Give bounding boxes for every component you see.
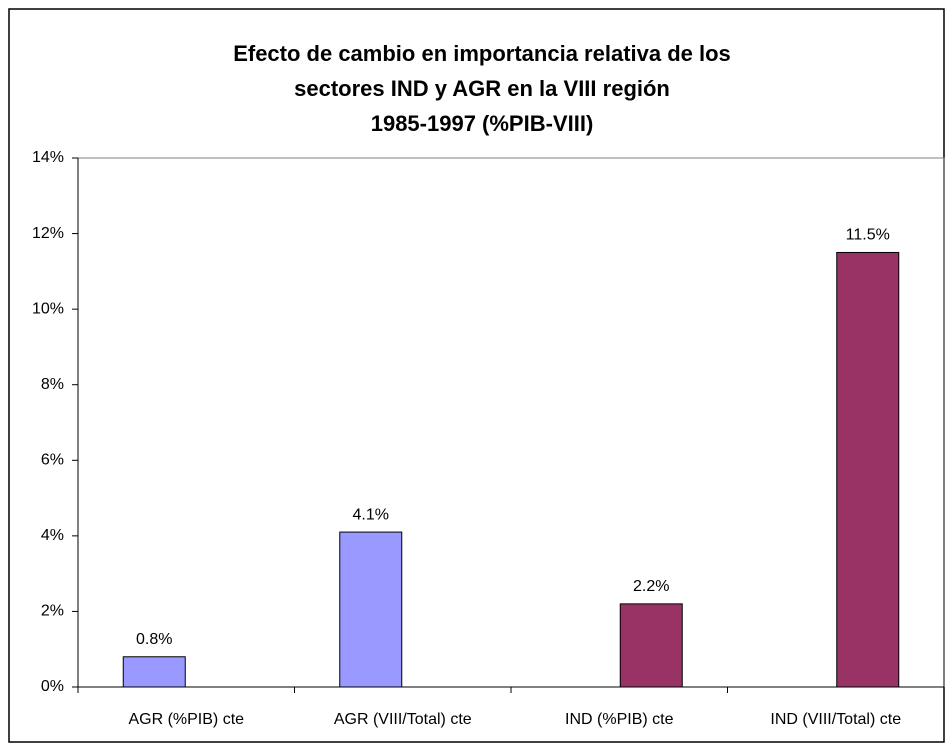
y-tick-label: 4% bbox=[41, 527, 64, 544]
bar bbox=[619, 603, 683, 688]
value-label: 11.5% bbox=[846, 227, 890, 244]
value-label: 4.1% bbox=[353, 506, 389, 523]
bar bbox=[122, 656, 186, 688]
y-tick-label: 8% bbox=[41, 376, 64, 393]
value-label: 2.2% bbox=[633, 578, 669, 595]
x-tick-label: AGR (VIII/Total) cte bbox=[334, 711, 472, 728]
y-tick-label: 10% bbox=[32, 300, 64, 317]
x-tick-label: IND (VIII/Total) cte bbox=[770, 711, 901, 728]
y-tick-label: 14% bbox=[32, 149, 64, 166]
x-tick-label: IND (%PIB) cte bbox=[565, 711, 674, 728]
y-tick-label: 12% bbox=[32, 225, 64, 242]
chart-title: sectores IND y AGR en la VIII región bbox=[294, 76, 670, 101]
y-tick-label: 0% bbox=[41, 678, 64, 695]
chart-title: 1985-1997 (%PIB-VIII) bbox=[371, 111, 594, 136]
value-label: 0.8% bbox=[136, 631, 172, 648]
y-tick-label: 6% bbox=[41, 452, 64, 469]
chart-title: Efecto de cambio en importancia relativa… bbox=[233, 41, 731, 66]
bar bbox=[339, 531, 403, 688]
chart-frame bbox=[8, 8, 945, 743]
bar bbox=[836, 251, 900, 688]
y-tick-label: 2% bbox=[41, 603, 64, 620]
x-tick-label: AGR (%PIB) cte bbox=[128, 711, 244, 728]
